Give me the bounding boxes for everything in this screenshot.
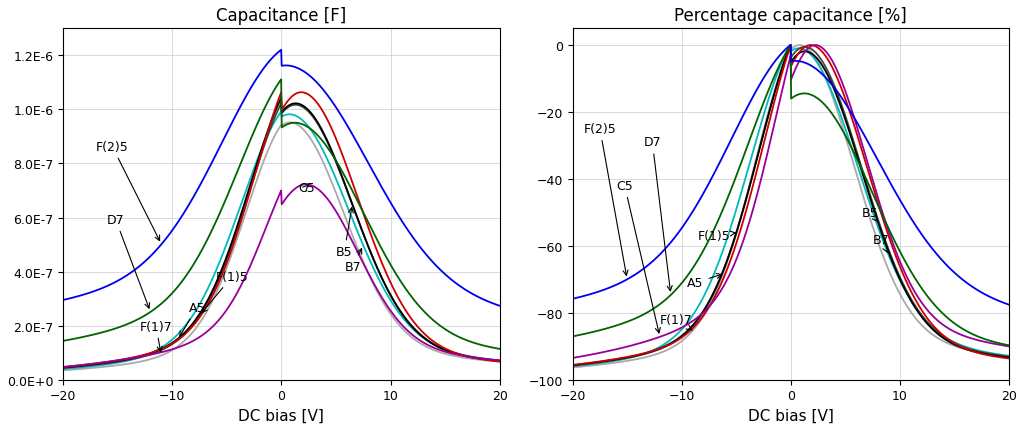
Text: B5: B5 — [336, 208, 353, 259]
Text: C5: C5 — [616, 180, 660, 333]
Text: F(1)5: F(1)5 — [698, 230, 735, 243]
Text: B5: B5 — [862, 206, 879, 222]
Title: Percentage capacitance [%]: Percentage capacitance [%] — [675, 7, 907, 25]
Text: F(1)7: F(1)7 — [139, 320, 172, 352]
Text: A5: A5 — [180, 301, 205, 337]
Text: C5: C5 — [298, 181, 314, 194]
Text: D7: D7 — [106, 213, 150, 308]
Text: B7: B7 — [872, 233, 889, 252]
Text: F(2)5: F(2)5 — [96, 141, 160, 241]
X-axis label: DC bias [V]: DC bias [V] — [239, 408, 325, 423]
X-axis label: DC bias [V]: DC bias [V] — [748, 408, 834, 423]
Title: Capacitance [F]: Capacitance [F] — [216, 7, 346, 25]
Text: B7: B7 — [345, 249, 361, 273]
Text: F(1)5: F(1)5 — [202, 270, 249, 313]
Text: D7: D7 — [643, 136, 672, 291]
Text: A5: A5 — [687, 274, 722, 289]
Text: F(1)7: F(1)7 — [659, 313, 692, 331]
Text: F(2)5: F(2)5 — [584, 123, 628, 276]
